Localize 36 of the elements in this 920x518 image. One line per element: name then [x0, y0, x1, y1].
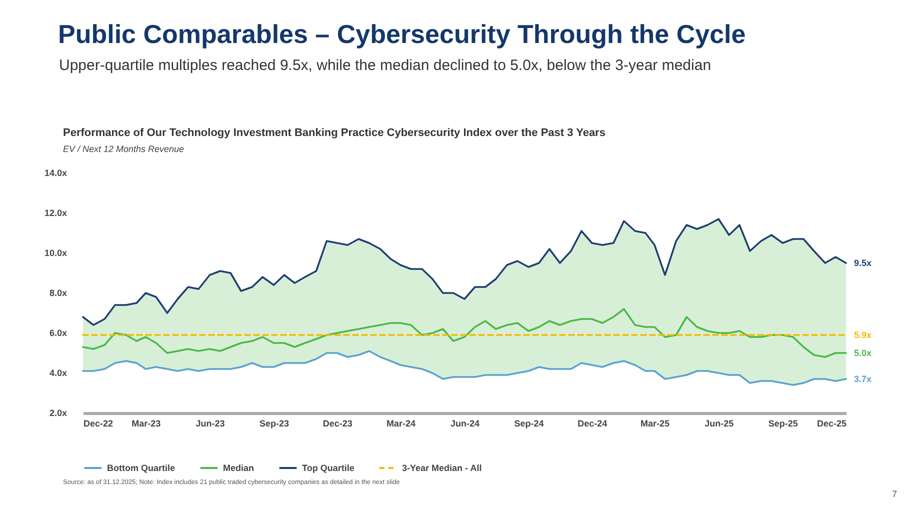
- y-tick-label: 2.0x: [49, 408, 67, 418]
- data-label: 5.9x: [854, 330, 872, 340]
- x-tick-label: Sep-25: [768, 418, 798, 428]
- legend-label: Bottom Quartile: [107, 463, 176, 473]
- data-label: 9.5x: [854, 258, 872, 268]
- legend-label: Top Quartile: [302, 463, 354, 473]
- y-tick-label: 4.0x: [49, 368, 67, 378]
- x-tick-label: Dec-24: [578, 418, 608, 428]
- y-axis-title: EV / Next 12 Months Revenue: [63, 144, 184, 154]
- text: Performance of Our Technology Investment Banking Practice Cybersecurity Index over the Past 3 Years: [63, 127, 606, 139]
- x-tick-label: Dec-25: [816, 418, 846, 428]
- x-tick-label: Dec-23: [322, 418, 352, 428]
- legend-label: 3-Year Median - All: [402, 463, 482, 473]
- x-tick-label: Sep-23: [259, 418, 290, 428]
- y-tick-label: 10.0x: [44, 248, 67, 258]
- x-tick-label: Mar-25: [640, 418, 670, 428]
- line-series: [82, 350, 847, 386]
- legend-label: Median: [223, 463, 254, 473]
- chart-title: Public Comparables – Cybersecurity Through the Cycle: [58, 19, 746, 49]
- y-tick-label: 8.0x: [49, 288, 67, 298]
- y-tick-label: 12.0x: [44, 208, 67, 218]
- x-tick-label: Jun-23: [196, 418, 225, 428]
- x-tick-label: Jun-25: [704, 418, 734, 428]
- line-series: [82, 218, 847, 326]
- x-tick-label: Mar-24: [386, 418, 416, 428]
- data-label: 3.7x: [854, 374, 872, 384]
- x-tick-label: Sep-24: [514, 418, 544, 428]
- x-tick-label: Jun-24: [450, 418, 480, 428]
- chart-subtitle: Upper-quartile multiples reached 9.5x, while the median declined to 5.0x, below the 3-year median: [59, 57, 712, 74]
- x-tick-label: Mar-23: [132, 418, 161, 428]
- text: 7: [892, 489, 897, 499]
- y-tick-label: 14.0x: [44, 168, 67, 178]
- y-tick-label: 6.0x: [49, 328, 67, 338]
- line-series: [82, 308, 847, 358]
- data-label: 5.0x: [854, 348, 872, 358]
- x-tick-label: Dec-22: [84, 418, 114, 428]
